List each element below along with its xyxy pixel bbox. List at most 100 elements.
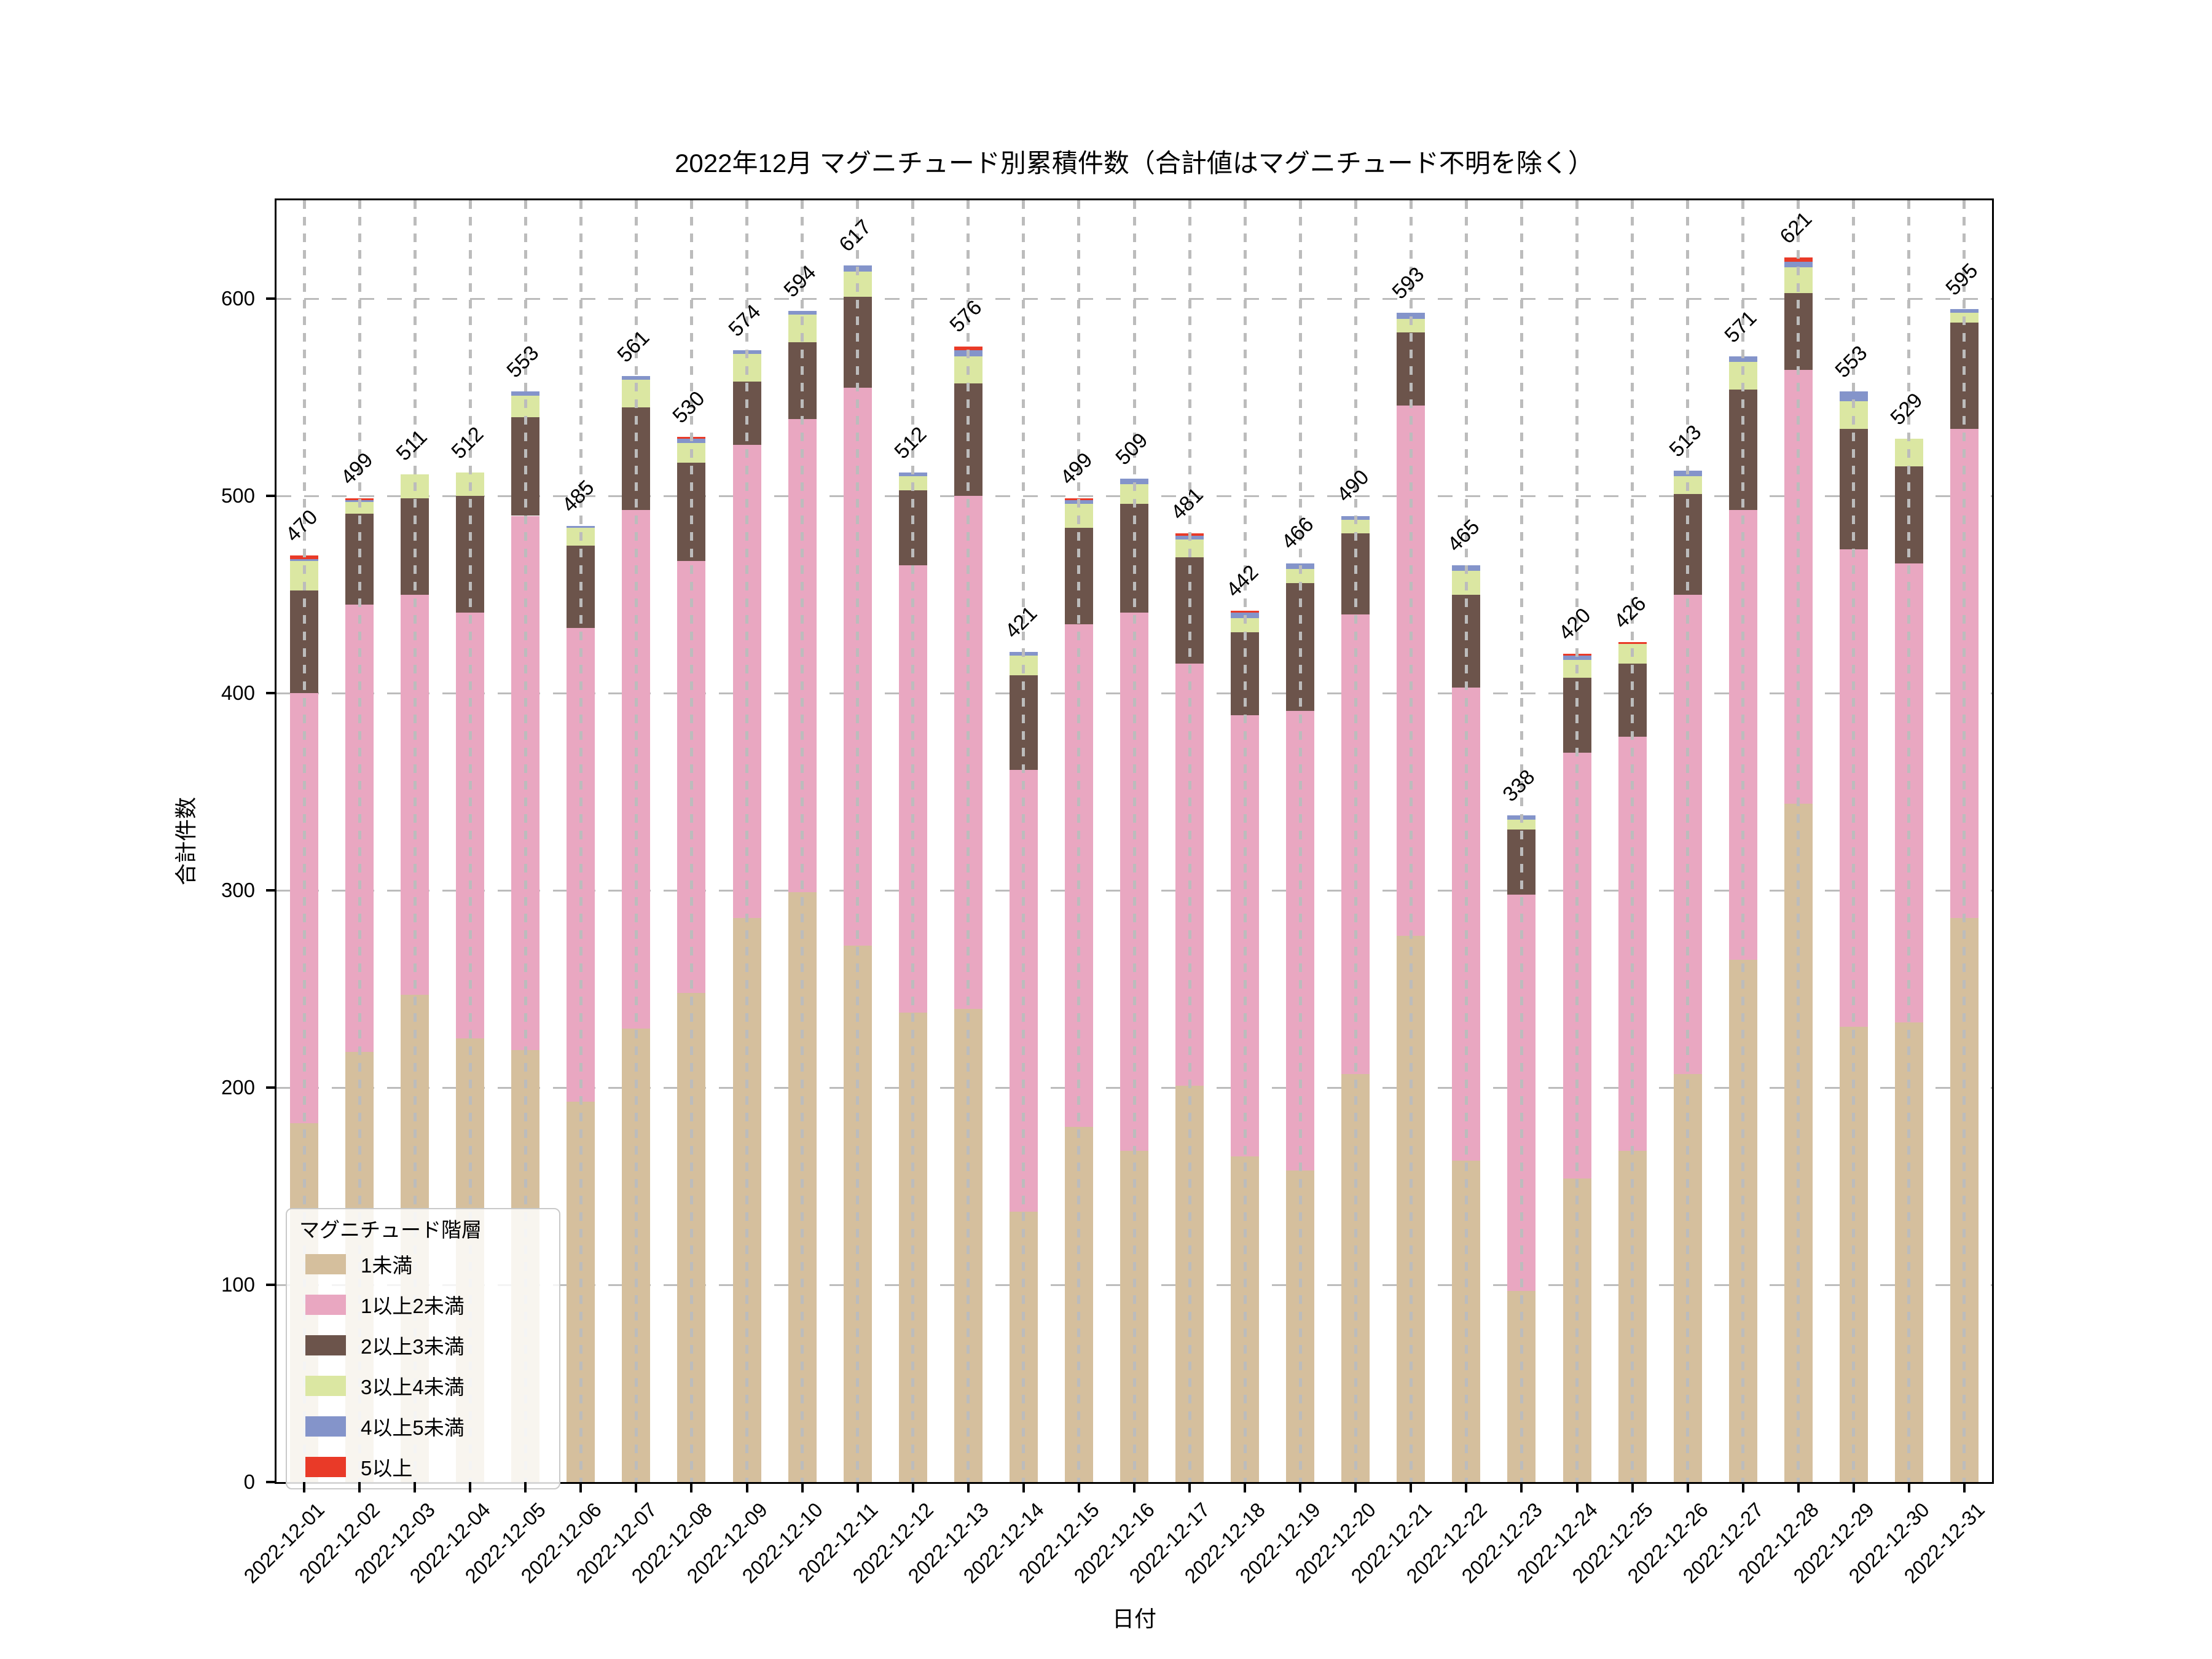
gridline-v bbox=[1464, 200, 1468, 1482]
gridline-v bbox=[1409, 200, 1413, 1482]
legend-item-label: 5以上 bbox=[361, 1457, 413, 1480]
x-tick bbox=[1022, 1482, 1025, 1492]
legend-item-label: 4以上5未満 bbox=[361, 1416, 465, 1439]
legend: マグニチュード階層 1未満 1以上2未満 2以上3未満 3以上4未満 4以上5未満 5以上 bbox=[286, 1208, 560, 1489]
x-tick bbox=[745, 1482, 748, 1492]
x-tick bbox=[1354, 1482, 1357, 1492]
gridline-v bbox=[579, 200, 582, 1482]
y-tick-label: 600 bbox=[221, 287, 255, 310]
gridline-v bbox=[911, 200, 915, 1482]
gridline-v bbox=[1520, 200, 1523, 1482]
x-tick bbox=[1575, 1482, 1579, 1492]
x-tick bbox=[635, 1482, 638, 1492]
gridline-v bbox=[1686, 200, 1690, 1482]
x-tick bbox=[967, 1482, 970, 1492]
gridline-v bbox=[689, 200, 693, 1482]
x-tick bbox=[524, 1482, 527, 1492]
y-tick bbox=[266, 1086, 276, 1089]
x-tick bbox=[1299, 1482, 1302, 1492]
gridline-v bbox=[1354, 200, 1357, 1482]
gridline-v bbox=[413, 200, 417, 1482]
y-tick-label: 0 bbox=[243, 1470, 255, 1493]
gridline-v bbox=[967, 200, 970, 1482]
y-tick bbox=[266, 692, 276, 695]
y-tick-label: 300 bbox=[221, 879, 255, 902]
gridline-v bbox=[302, 200, 306, 1482]
gridline-v bbox=[524, 200, 527, 1482]
gridline-v bbox=[1797, 200, 1800, 1482]
gridline-v bbox=[1963, 200, 1966, 1482]
legend-item-label: 3以上4未満 bbox=[361, 1376, 465, 1398]
x-tick bbox=[801, 1482, 804, 1492]
y-tick-label: 400 bbox=[221, 681, 255, 705]
x-tick bbox=[1077, 1482, 1080, 1492]
x-tick bbox=[1465, 1482, 1468, 1492]
gridline-v bbox=[801, 200, 804, 1482]
gridline-v bbox=[1298, 200, 1302, 1482]
gridline-v bbox=[1741, 200, 1745, 1482]
legend-item-label: 1以上2未満 bbox=[361, 1295, 465, 1317]
x-tick bbox=[1852, 1482, 1855, 1492]
legend-swatch bbox=[305, 1335, 346, 1355]
gridline-v bbox=[1852, 200, 1856, 1482]
legend-items: 1未満 1以上2未満 2以上3未満 3以上4未満 4以上5未満 5以上 bbox=[299, 1244, 547, 1487]
x-tick bbox=[1686, 1482, 1689, 1492]
x-tick bbox=[1741, 1482, 1744, 1492]
gridline-v bbox=[1907, 200, 1911, 1482]
y-tick bbox=[266, 297, 276, 300]
y-tick bbox=[266, 889, 276, 892]
x-tick bbox=[1797, 1482, 1800, 1492]
legend-swatch bbox=[305, 1253, 346, 1274]
x-tick bbox=[579, 1482, 582, 1492]
x-tick bbox=[358, 1482, 361, 1492]
gridline-v bbox=[1077, 200, 1081, 1482]
legend-title: マグニチュード階層 bbox=[299, 1218, 482, 1241]
chart-title: 2022年12月 マグニチュード別累積件数（合計値はマグニチュード不明を除く） bbox=[675, 149, 1594, 178]
gridline-v bbox=[634, 200, 638, 1482]
x-tick bbox=[911, 1482, 914, 1492]
y-tick-label: 500 bbox=[221, 484, 255, 508]
y-tick-label: 200 bbox=[221, 1076, 255, 1099]
legend-swatch bbox=[305, 1416, 346, 1437]
gridline-v bbox=[1243, 200, 1247, 1482]
y-axis-label: 合計件数 bbox=[173, 796, 198, 886]
x-tick bbox=[1410, 1482, 1413, 1492]
y-tick-label: 100 bbox=[221, 1273, 255, 1296]
x-tick bbox=[690, 1482, 693, 1492]
legend-swatch bbox=[305, 1456, 346, 1477]
plot-area bbox=[276, 200, 1992, 1482]
legend-item-label: 1未満 bbox=[361, 1254, 413, 1277]
x-tick bbox=[469, 1482, 472, 1492]
x-tick bbox=[1133, 1482, 1135, 1492]
gridline-v bbox=[745, 200, 749, 1482]
x-tick bbox=[856, 1482, 859, 1492]
gridline-v bbox=[1022, 200, 1026, 1482]
x-tick bbox=[414, 1482, 417, 1492]
gridline-v bbox=[1575, 200, 1579, 1482]
legend-item: 1未満 bbox=[299, 1244, 547, 1284]
legend-item-label: 2以上3未満 bbox=[361, 1335, 465, 1358]
legend-swatch bbox=[305, 1294, 346, 1315]
legend-item: 4以上5未満 bbox=[299, 1406, 547, 1446]
legend-item: 3以上4未満 bbox=[299, 1365, 547, 1406]
x-tick bbox=[1631, 1482, 1634, 1492]
x-tick bbox=[1520, 1482, 1523, 1492]
legend-item: 2以上3未満 bbox=[299, 1325, 547, 1365]
gridline-v bbox=[1188, 200, 1191, 1482]
y-tick bbox=[266, 1284, 276, 1287]
gridline-v bbox=[1631, 200, 1634, 1482]
gridline-v bbox=[1132, 200, 1136, 1482]
gridline-v bbox=[468, 200, 472, 1482]
gridline-v bbox=[358, 200, 361, 1482]
legend-item: 1以上2未満 bbox=[299, 1284, 547, 1325]
legend-item: 5以上 bbox=[299, 1446, 547, 1487]
y-tick bbox=[266, 495, 276, 498]
x-tick bbox=[1963, 1482, 1966, 1492]
x-axis-label: 日付 bbox=[1112, 1606, 1156, 1631]
x-tick bbox=[1244, 1482, 1247, 1492]
gridline-v bbox=[856, 200, 860, 1482]
y-tick bbox=[266, 1481, 276, 1483]
x-tick bbox=[1188, 1482, 1191, 1492]
legend-swatch bbox=[305, 1375, 346, 1396]
